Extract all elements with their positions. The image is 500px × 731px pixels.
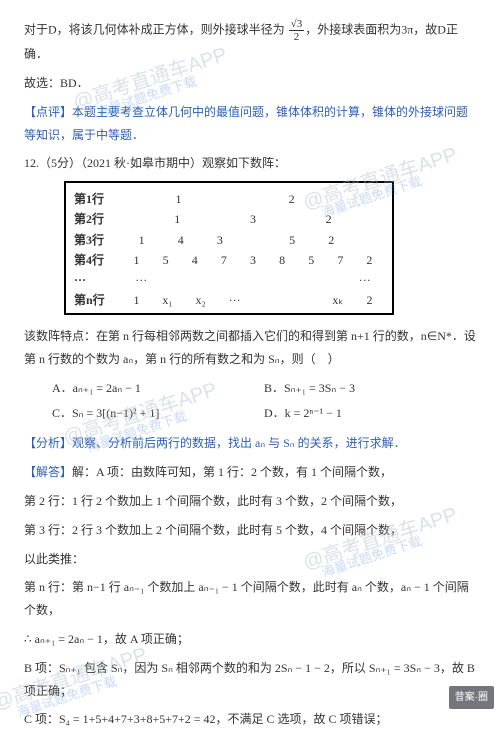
cell: 2: [366, 291, 372, 310]
table-row: 第2行 1 3 2: [74, 210, 384, 229]
para-answer: 故选：BD．: [24, 72, 476, 95]
cell: 4: [192, 251, 198, 270]
cell: 4: [178, 231, 184, 250]
option-a: A．aₙ₊₁ = 2aₙ − 1: [52, 377, 264, 400]
cell: ···: [135, 271, 147, 290]
row-label: 第4行: [74, 251, 122, 270]
number-array-table: 第1行12第2行132第3行14352第4行154738572·········…: [64, 181, 394, 315]
cell: ···: [359, 271, 371, 290]
row-cells: 1 3 2: [122, 210, 384, 229]
cell: 5: [163, 251, 169, 270]
row-label: 第2行: [74, 210, 122, 229]
row-label: 第3行: [74, 231, 122, 250]
fraction: √32: [289, 18, 305, 43]
solution-line: 【解答】解：A 项：由数阵可知，第 1 行：2 个数，有 1 个间隔个数，: [24, 461, 476, 484]
solution-line-2: 第 2 行：1 行 2 个数加上 1 个间隔个数，此时有 3 个数，2 个间隔个…: [24, 490, 476, 513]
solution-line-8: C 项：S₄ = 1+5+4+7+3+8+5+7+2 = 42，不满足 C 选项…: [24, 708, 476, 731]
cell: x₂: [196, 291, 206, 310]
row-cells: 1 x₁ x₂ ··· xₖ 2: [122, 291, 384, 310]
cell: 7: [337, 251, 343, 270]
table-row: 第4行 1 5 4 7 3 8 5 7 2: [74, 251, 384, 270]
cell: ···: [229, 291, 241, 310]
question-12-header: 12.（5分）（2021 秋·如皋市期中）观察如下数阵：: [24, 152, 476, 175]
cell: 2: [328, 231, 334, 250]
cell: 2: [289, 190, 295, 209]
options-block: A．aₙ₊₁ = 2aₙ − 1 B．Sₙ₊₁ = 3Sₙ − 3 C．Sₙ =…: [52, 377, 476, 427]
table-row: 第1行12: [74, 190, 384, 209]
table-row: 第3行 1 4 3 5 2: [74, 231, 384, 250]
cell: 7: [221, 251, 227, 270]
row-label: 第1行: [74, 190, 122, 209]
row-cells: 1 5 4 7 3 8 5 7 2: [122, 251, 384, 270]
solution-label: 【解答】: [24, 465, 72, 479]
solution-line-7: B 项：Sₙ₊₁ 包含 Sₙ，因为 Sₙ 相邻两个数的和为 2Sₙ − 1 − …: [24, 657, 476, 703]
cell: 1: [139, 231, 145, 250]
cell: 3: [217, 231, 223, 250]
row-cells: 1 4 3 5 2: [122, 231, 384, 250]
row-cells: 12: [122, 190, 384, 209]
solution-line-3: 第 3 行：2 行 3 个数加上 2 个间隔个数，此时有 5 个数，4 个间隔个…: [24, 519, 476, 542]
cell: 2: [326, 210, 332, 229]
option-d: D．k = 2ⁿ⁻¹ − 1: [264, 402, 476, 425]
row-cells: ··· ···: [122, 271, 384, 290]
cell: xₖ: [332, 291, 343, 310]
cell: 2: [366, 251, 372, 270]
cell: 8: [279, 251, 285, 270]
cell: x₁: [162, 291, 172, 310]
solution-line-6: ∴ aₙ₊₁ = 2aₙ − 1，故 A 项正确；: [24, 628, 476, 651]
row-label: ···: [74, 271, 122, 290]
cell: 1: [133, 291, 139, 310]
solution-line-5: 第 n 行：第 n−1 行 aₙ₋₁ 个数加上 aₙ₋₁ − 1 个间隔个数，此…: [24, 576, 476, 622]
cell: 1: [174, 210, 180, 229]
para-comment: 【点评】本题主要考查立体几何中的最值问题，锥体体积的计算，锥体的外接球问题等知识…: [24, 101, 476, 147]
table-row: 第n行 1 x₁ x₂ ··· xₖ 2: [74, 291, 384, 310]
analysis: 【分析】观察、分析前后两行的数据，找出 aₙ 与 Sₙ 的关系，进行求解．: [24, 432, 476, 455]
para-d-option: 对于D，将该几何体补成正方体，则外接球半径为 √32，外接球表面积为3π，故D正…: [24, 18, 476, 66]
option-b: B．Sₙ₊₁ = 3Sₙ − 3: [264, 377, 476, 400]
solution-line-4: 以此类推：: [24, 548, 476, 571]
row-label: 第n行: [74, 291, 122, 310]
table-row: ··· ··· ···: [74, 271, 384, 290]
cell: 1: [134, 251, 140, 270]
option-c: C．Sₙ = 3[(n−1)² + 1]: [52, 402, 264, 425]
question-12-stem: 该数阵特点：在第 n 行每相邻两数之间都插入它们的和得到第 n+1 行的数，n∈…: [24, 325, 476, 371]
solution-a: 解：A 项：由数阵可知，第 1 行：2 个数，有 1 个间隔个数，: [72, 465, 392, 479]
cell: 5: [308, 251, 314, 270]
corner-badge: 昔案·圈: [449, 686, 494, 709]
cell: 3: [250, 251, 256, 270]
cell: 3: [250, 210, 256, 229]
cell: 1: [176, 190, 182, 209]
cell: 5: [289, 231, 295, 250]
